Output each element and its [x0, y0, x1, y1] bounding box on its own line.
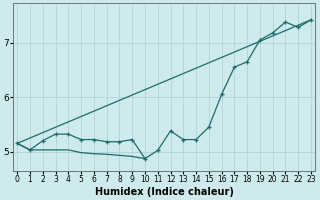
X-axis label: Humidex (Indice chaleur): Humidex (Indice chaleur)	[95, 187, 234, 197]
